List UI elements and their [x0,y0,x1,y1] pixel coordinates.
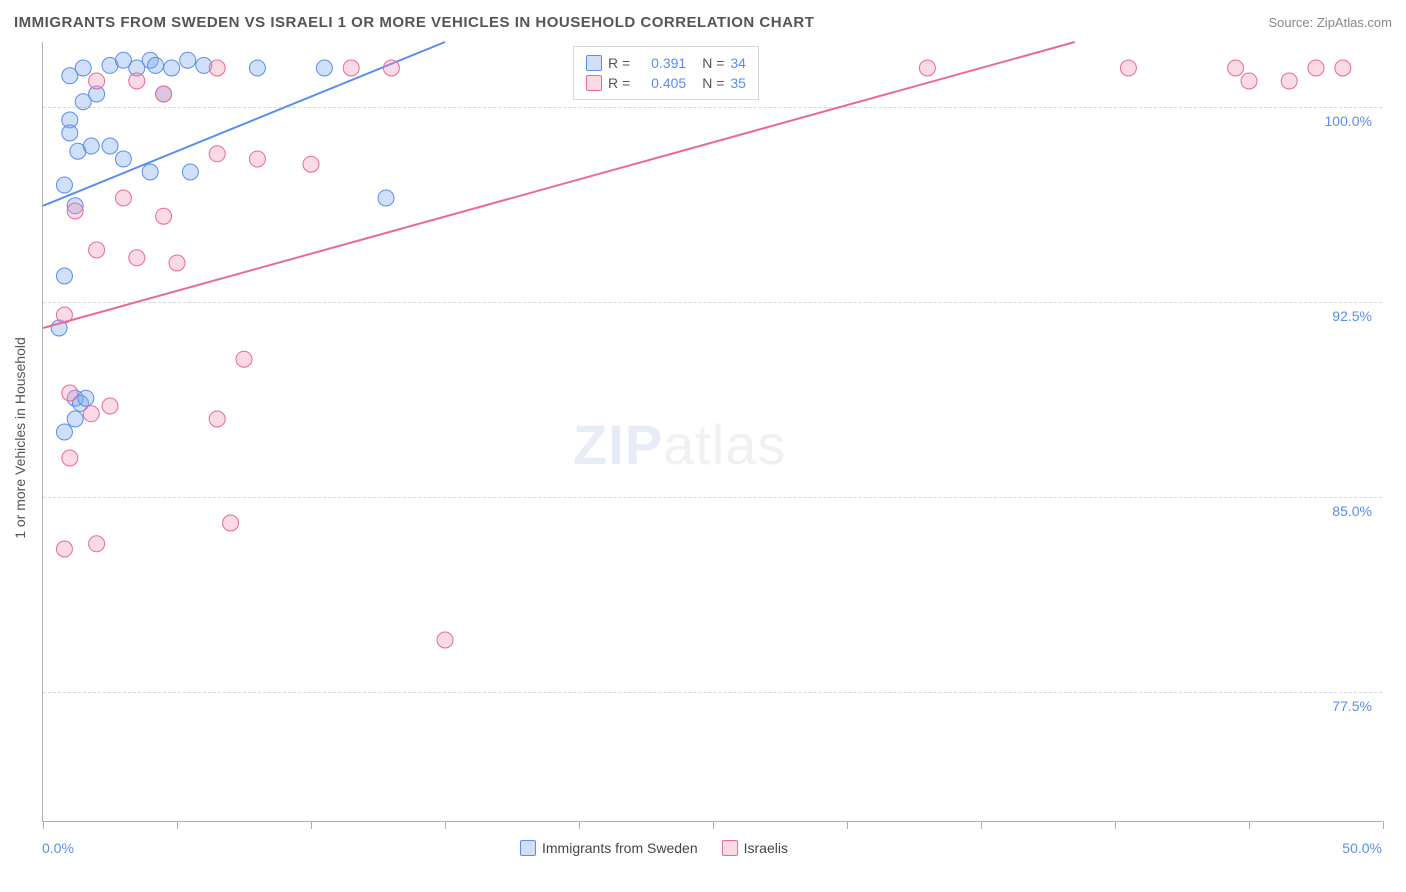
data-point [142,164,158,180]
chart-title: IMMIGRANTS FROM SWEDEN VS ISRAELI 1 OR M… [14,14,814,31]
data-point [102,138,118,154]
legend-label: Israelis [744,840,788,856]
data-point [56,424,72,440]
x-tick [579,821,580,829]
data-point [56,177,72,193]
data-point [1308,60,1324,76]
x-tick [981,821,982,829]
source-credit: Source: ZipAtlas.com [1268,15,1392,30]
legend-swatch [722,840,738,856]
data-point [180,52,196,68]
data-point [378,190,394,206]
data-point [209,146,225,162]
data-point [316,60,332,76]
data-point [1228,60,1244,76]
x-axis-label-left: 0.0% [42,840,74,856]
header-bar: IMMIGRANTS FROM SWEDEN VS ISRAELI 1 OR M… [0,0,1406,38]
stats-legend: R = 0.391 N = 34 R = 0.405 N = 35 [573,46,759,100]
bottom-legend: Immigrants from Sweden Israelis [520,838,788,858]
data-point [56,541,72,557]
data-point [129,73,145,89]
x-tick [713,821,714,829]
n-label: N = [702,55,724,71]
data-point [156,86,172,102]
data-point [236,351,252,367]
data-point [115,151,131,167]
source-name: ZipAtlas.com [1317,15,1392,30]
data-point [249,60,265,76]
n-value: 35 [730,75,746,91]
x-tick [847,821,848,829]
data-point [89,536,105,552]
data-point [182,164,198,180]
data-point [249,151,265,167]
trend-line [43,42,1075,328]
data-point [1241,73,1257,89]
data-point [62,125,78,141]
legend-swatch [586,55,602,71]
data-point [75,60,91,76]
data-point [1120,60,1136,76]
data-point [164,60,180,76]
legend-swatch [586,75,602,91]
x-tick [1249,821,1250,829]
data-point [78,390,94,406]
x-tick [311,821,312,829]
scatter-svg [43,42,1383,822]
data-point [67,203,83,219]
data-point [156,208,172,224]
x-tick [1383,821,1384,829]
bottom-legend-item: Immigrants from Sweden [520,838,698,858]
r-value: 0.391 [636,55,686,71]
data-point [343,60,359,76]
x-tick [1115,821,1116,829]
legend-swatch [520,840,536,856]
data-point [1281,73,1297,89]
data-point [919,60,935,76]
r-label: R = [608,55,630,71]
r-value: 0.405 [636,75,686,91]
data-point [89,73,105,89]
n-value: 34 [730,55,746,71]
data-point [148,57,164,73]
plot-area: ZIPatlas 77.5%85.0%92.5%100.0% R =0.391N… [42,42,1382,822]
source-prefix: Source: [1268,15,1316,30]
data-point [62,385,78,401]
stats-legend-row: R = 0.405 N = 35 [586,73,746,93]
data-point [83,406,99,422]
data-point [129,250,145,266]
bottom-legend-item: Israelis [722,838,788,858]
legend-label: Immigrants from Sweden [542,840,698,856]
data-point [169,255,185,271]
data-point [223,515,239,531]
data-point [1335,60,1351,76]
data-point [89,242,105,258]
data-point [303,156,319,172]
data-point [437,632,453,648]
x-tick [445,821,446,829]
data-point [102,398,118,414]
data-point [209,411,225,427]
data-point [83,138,99,154]
data-point [62,450,78,466]
data-point [56,268,72,284]
x-axis-label-right: 50.0% [1342,840,1382,856]
data-point [115,190,131,206]
data-point [67,411,83,427]
y-axis-title: 1 or more Vehicles in Household [12,337,28,539]
data-point [209,60,225,76]
stats-legend-row: R = 0.391 N = 34 [586,53,746,73]
r-label: R = [608,75,630,91]
x-tick [177,821,178,829]
data-point [383,60,399,76]
n-label: N = [702,75,724,91]
x-tick [43,821,44,829]
